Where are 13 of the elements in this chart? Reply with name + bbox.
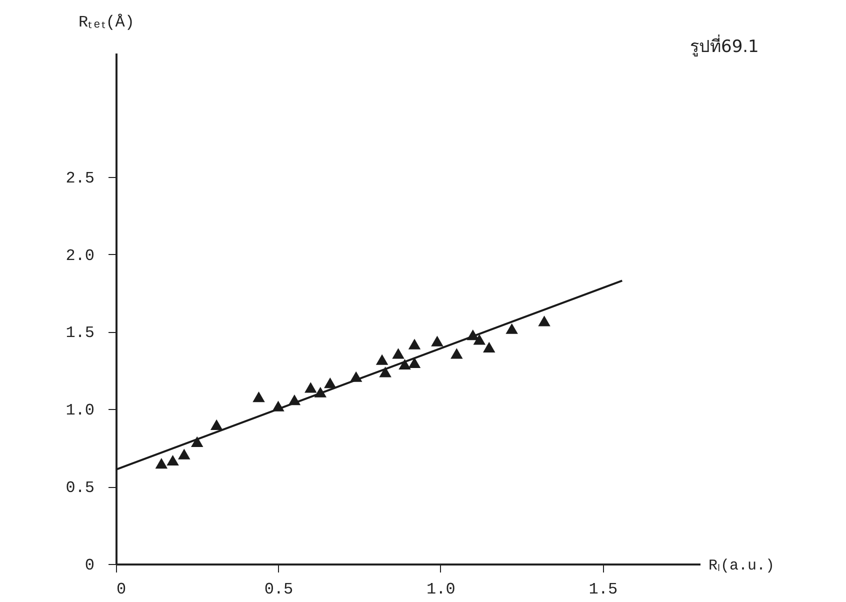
y-tick-label: 1.0 — [66, 402, 94, 420]
y-tick-label: 1.5 — [66, 324, 94, 342]
x-tick-label: 1.5 — [588, 580, 618, 598]
x-tick-label: 0.5 — [264, 580, 294, 598]
x-tick-label: 1.0 — [426, 580, 456, 598]
y-axis-title: Rₜₑₜ(Å) — [78, 14, 135, 32]
y-tick-label: 0.5 — [66, 479, 94, 498]
annotation: รูปที่69.1 — [690, 34, 759, 57]
y-tick-label: 2.0 — [66, 246, 94, 265]
x-tick-label: 0 — [116, 580, 126, 598]
y-tick-label: 2.5 — [66, 169, 94, 188]
y-tick-label: 0 — [84, 556, 94, 574]
x-axis-title: Rₗ(a.u.) — [708, 558, 775, 574]
